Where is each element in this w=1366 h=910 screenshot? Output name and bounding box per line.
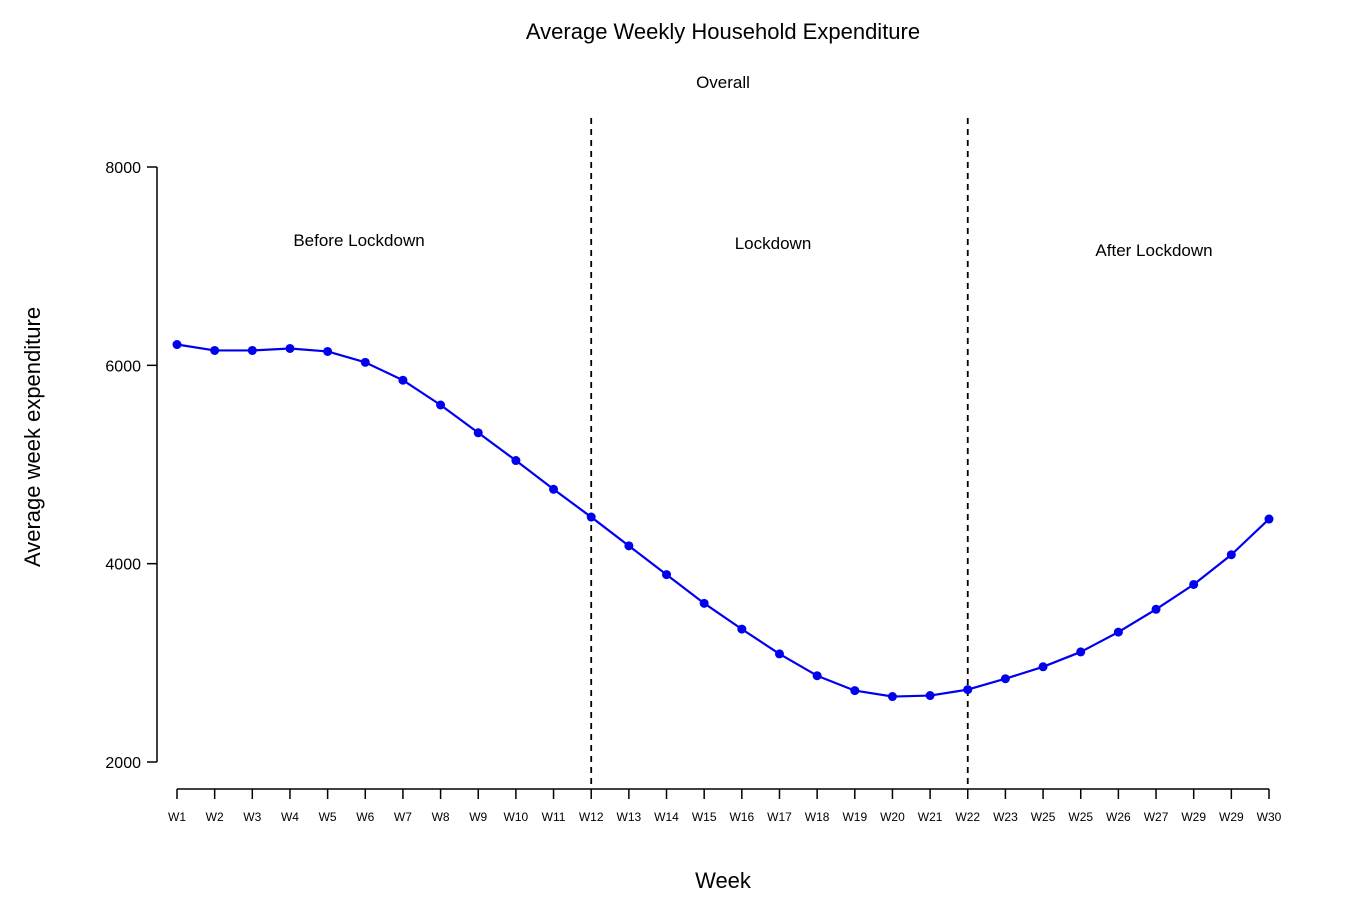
data-point <box>398 375 408 385</box>
y-tick-label: 4000 <box>105 557 141 574</box>
y-axis: 2000 4000 6000 8000 <box>105 160 158 772</box>
x-axis: W1 W2 W3 W4 W5 W6 W7 W8 W9 W10 W11 W12 W13 W14 W15 W16 W… <box>168 788 1282 824</box>
data-point <box>511 456 521 466</box>
x-tick-label: W5 <box>319 810 337 824</box>
x-tick-label: W29 <box>1219 810 1244 824</box>
data-point <box>285 343 295 353</box>
x-tick-label: W19 <box>842 810 867 824</box>
data-point <box>473 428 483 438</box>
data-point <box>436 400 446 410</box>
x-tick-label: W15 <box>692 810 717 824</box>
data-point <box>812 671 822 681</box>
x-tick-label: W2 <box>206 810 224 824</box>
x-tick-label: W20 <box>880 810 905 824</box>
data-point <box>963 685 973 695</box>
data-point <box>774 649 784 659</box>
region-label: Before Lockdown <box>293 231 424 250</box>
y-tick-label: 8000 <box>105 160 141 177</box>
x-tick-label: W26 <box>1106 810 1131 824</box>
data-point <box>925 691 935 701</box>
x-tick-label: W27 <box>1144 810 1169 824</box>
x-tick-label: W25 <box>1068 810 1093 824</box>
x-tick-label: W11 <box>542 810 566 824</box>
data-point <box>1000 674 1010 684</box>
data-point <box>662 570 672 580</box>
x-tick-label: W18 <box>805 810 830 824</box>
data-point <box>210 345 220 355</box>
y-axis-label: Average week expenditure <box>20 307 45 567</box>
chart-subtitle: Overall <box>696 73 750 92</box>
x-tick-label: W7 <box>394 810 412 824</box>
data-point <box>887 692 897 702</box>
x-tick-label: W3 <box>243 810 261 824</box>
x-tick-label: W25 <box>1031 810 1056 824</box>
x-tick-label: W13 <box>617 810 642 824</box>
x-axis-label: Week <box>695 868 752 893</box>
data-point <box>360 357 370 367</box>
x-tick-label: W1 <box>168 810 186 824</box>
data-point <box>850 686 860 696</box>
data-point <box>323 346 333 356</box>
x-tick-label: W22 <box>955 810 980 824</box>
y-tick-label: 2000 <box>105 755 141 772</box>
data-point <box>1151 604 1161 614</box>
data-point <box>737 624 747 634</box>
x-tick-label: W30 <box>1257 810 1282 824</box>
x-tick-label: W29 <box>1181 810 1206 824</box>
region-label: After Lockdown <box>1095 241 1212 260</box>
y-tick-label: 6000 <box>105 358 141 375</box>
data-point <box>1038 662 1048 672</box>
x-tick-label: W6 <box>356 810 374 824</box>
x-tick-label: W23 <box>993 810 1018 824</box>
data-point <box>172 340 182 350</box>
x-tick-label: W12 <box>579 810 604 824</box>
x-tick-label: W9 <box>469 810 487 824</box>
x-tick-label: W10 <box>504 810 529 824</box>
x-tick-label: W8 <box>432 810 450 824</box>
data-point <box>586 512 596 522</box>
data-point <box>1076 647 1086 657</box>
data-point <box>624 541 634 551</box>
x-tick-label: W14 <box>654 810 679 824</box>
region-label: Lockdown <box>735 234 812 253</box>
series-group <box>172 340 1274 702</box>
data-point <box>1113 627 1123 637</box>
x-tick-label: W16 <box>729 810 754 824</box>
data-point <box>1226 550 1236 560</box>
data-point <box>1189 579 1199 589</box>
data-point <box>699 598 709 608</box>
data-point <box>247 345 257 355</box>
x-tick-label: W17 <box>767 810 792 824</box>
reference-lines <box>590 118 969 789</box>
x-tick-label: W21 <box>918 810 943 824</box>
data-point <box>549 484 559 494</box>
chart-title: Average Weekly Household Expenditure <box>526 19 920 44</box>
region-annotations: Before Lockdown Lockdown After Lockdown <box>293 231 1212 260</box>
series-line <box>176 343 1270 698</box>
data-point <box>1264 514 1274 524</box>
x-tick-label: W4 <box>281 810 299 824</box>
